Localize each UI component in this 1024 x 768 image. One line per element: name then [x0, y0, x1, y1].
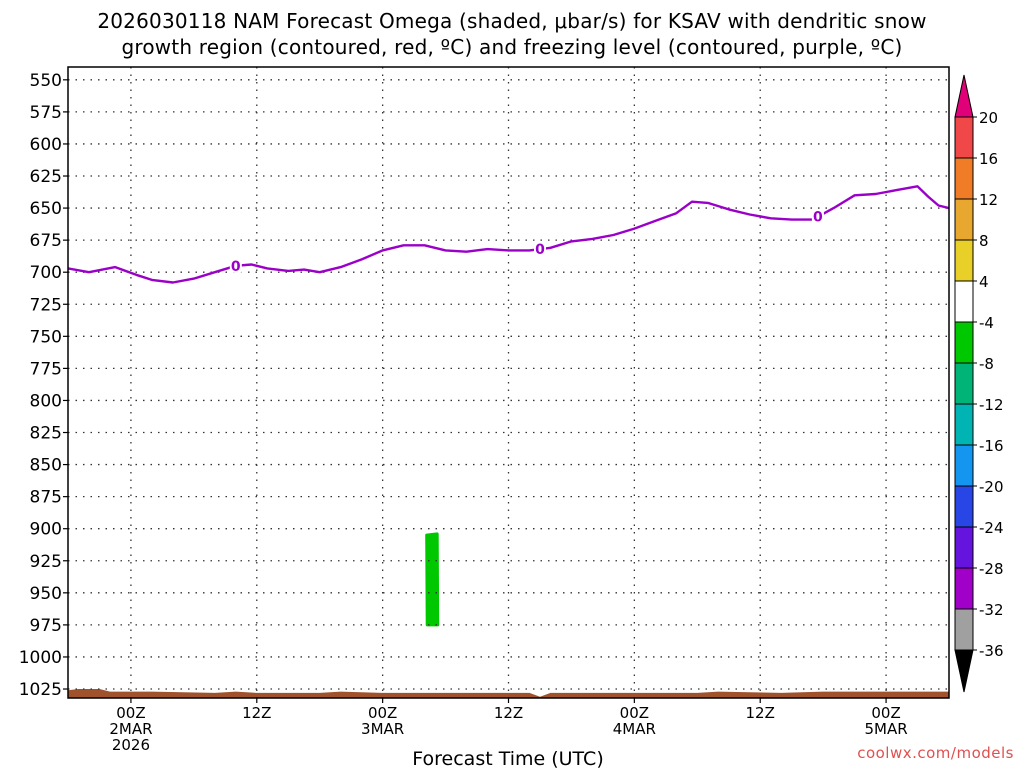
freezing-level-contour — [68, 185, 949, 284]
colorbar-label: -36 — [979, 642, 1004, 660]
colorbar-swatch — [954, 567, 974, 610]
x-tick-label: 3MAR — [361, 720, 404, 738]
y-tick-label: 550 — [30, 71, 62, 91]
y-tick-label: 800 — [30, 391, 62, 411]
colorbar-swatch — [954, 116, 974, 159]
x-tick-label: 4MAR — [613, 720, 656, 738]
freezing-level-label-bg — [229, 258, 242, 273]
y-tick-label: 1025 — [19, 680, 62, 700]
colorbar-label: 12 — [979, 191, 998, 209]
terrain-fill — [68, 689, 949, 698]
y-tick-label: 625 — [30, 167, 62, 187]
y-tick-label: 775 — [30, 359, 62, 379]
chart-title-line-1: 2026030118 NAM Forecast Omega (shaded, μ… — [97, 9, 927, 33]
freezing-level-label: 0 — [231, 259, 241, 275]
colorbar-swatch — [954, 362, 974, 405]
x-tick-label: 12Z — [746, 704, 775, 722]
x-tick-label: 00Z — [116, 704, 145, 722]
colorbar-label: -4 — [979, 314, 994, 332]
freezing-level-label: 0 — [813, 210, 823, 226]
x-axis-label: Forecast Time (UTC) — [412, 748, 603, 768]
y-tick-label: 825 — [30, 424, 62, 444]
y-tick-label: 950 — [30, 584, 62, 604]
freezing-level-label: 0 — [535, 242, 545, 258]
dgz-label: -12 — [350, 55, 374, 70]
colorbar-label: -28 — [979, 560, 1004, 578]
y-tick-label: 650 — [30, 199, 62, 219]
terrain-layer — [68, 689, 949, 698]
dgz-label-bg — [348, 54, 376, 66]
y-tick-label: 600 — [30, 135, 62, 155]
x-tick-label: 2MAR — [109, 720, 152, 738]
dgz-contour — [236, 54, 493, 63]
colorbar-swatch — [954, 444, 974, 487]
colorbar-swatch — [954, 198, 974, 241]
y-tick-label: 850 — [30, 456, 62, 476]
y-tick-label: 575 — [30, 103, 62, 123]
colorbar-label: -20 — [979, 478, 1004, 496]
colorbar-label: 20 — [979, 109, 998, 127]
x-tick-label: 00Z — [620, 704, 649, 722]
colorbar-label: 16 — [979, 150, 998, 168]
y-tick-label: 750 — [30, 327, 62, 347]
y-tick-label: 875 — [30, 488, 62, 508]
x-tick-label: 12Z — [494, 704, 523, 722]
colorbar-label: -32 — [979, 601, 1004, 619]
colorbar-swatch — [954, 608, 974, 651]
y-axis: 550 575 600 625 650 675 700 725 750 775 800 825 850 8… — [19, 71, 68, 700]
colorbar-swatch — [954, 239, 974, 282]
colorbar-label: 8 — [979, 232, 989, 250]
colorbar-swatch — [954, 526, 974, 569]
y-tick-label: 675 — [30, 231, 62, 251]
chart-title-line-2: growth region (contoured, red, ºC) and f… — [121, 35, 903, 59]
colorbar-top-arrow — [954, 74, 974, 118]
x-tick-label: 00Z — [871, 704, 900, 722]
watermark: coolwx.com/models — [857, 744, 1014, 762]
x-tick-label: 12Z — [242, 704, 271, 722]
x-tick-label: 5MAR — [864, 720, 907, 738]
colorbar-swatch — [954, 403, 974, 446]
colorbar-bottom-arrow — [954, 649, 974, 693]
y-tick-label: 700 — [30, 263, 62, 283]
omega-shaded-region — [425, 532, 440, 627]
freezing-level-label-bg — [533, 242, 546, 257]
dgz-contour — [68, 56, 126, 65]
colorbar-label: 4 — [979, 273, 989, 291]
colorbar-label: -16 — [979, 437, 1004, 455]
colorbar-swatch — [954, 280, 974, 323]
colorbar-swatch — [954, 321, 974, 364]
omega-shading-layer — [425, 532, 440, 627]
contour-layer: 0 0 0 -12 — [68, 54, 949, 284]
y-tick-label: 925 — [30, 552, 62, 572]
colorbar-swatch — [954, 157, 974, 200]
colorbar-label: -12 — [979, 396, 1004, 414]
colorbar: 20 16 12 8 4 -4 -8 -12 -16 -20 -24 -28 -32 -36 — [954, 74, 1004, 693]
y-tick-label: 975 — [30, 616, 62, 636]
y-tick-label: 1000 — [19, 648, 62, 668]
grid-layer — [68, 67, 949, 698]
x-tick-label: 2026 — [112, 736, 150, 754]
colorbar-swatch — [954, 485, 974, 528]
y-tick-label: 725 — [30, 295, 62, 315]
colorbar-label: -8 — [979, 355, 994, 373]
x-tick-label: 00Z — [368, 704, 397, 722]
freezing-level-label-bg — [811, 209, 824, 224]
colorbar-label: -24 — [979, 519, 1004, 537]
y-tick-label: 900 — [30, 520, 62, 540]
